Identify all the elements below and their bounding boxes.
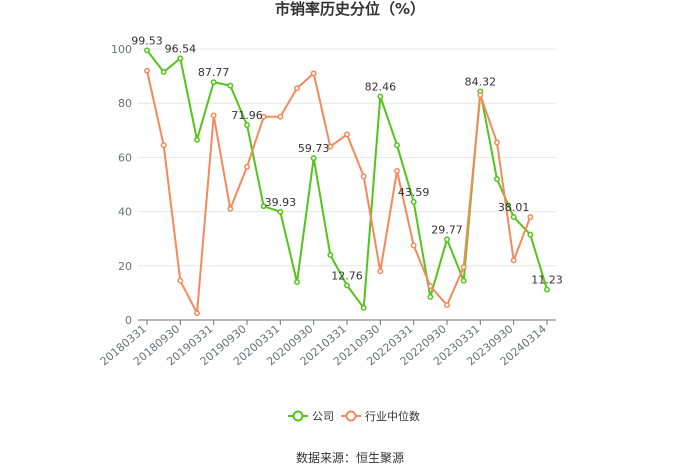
- data-point: [360, 173, 367, 180]
- data-point: [194, 136, 200, 143]
- data-label: 11.23: [531, 274, 563, 287]
- data-point: [227, 82, 234, 89]
- data-label: 43.59: [398, 186, 430, 199]
- data-label: 84.32: [465, 75, 497, 88]
- data-point: [244, 122, 250, 128]
- data-point: [210, 112, 217, 119]
- data-point: [177, 55, 184, 62]
- y-tick-label: 20: [118, 260, 132, 273]
- series-lines: [144, 47, 550, 317]
- axes: 0204060801002018033120180930201903312019…: [98, 43, 556, 368]
- data-point: [527, 214, 534, 220]
- data-point: [310, 70, 317, 77]
- data-label: 87.77: [198, 66, 230, 79]
- data-point: [394, 168, 400, 174]
- data-point: [460, 277, 467, 284]
- data-point: [494, 176, 500, 183]
- legend-label: 公司: [312, 410, 334, 423]
- data-point: [527, 231, 534, 238]
- legend-item-company[interactable]: 公司: [288, 410, 334, 423]
- data-point: [360, 304, 367, 311]
- legend-label: 行业中位数: [365, 409, 420, 423]
- data-point: [277, 113, 284, 120]
- data-point: [260, 203, 267, 210]
- data-point: [510, 214, 517, 220]
- data-point: [344, 282, 350, 289]
- data-label: 71.96: [231, 109, 263, 122]
- data-point: [544, 286, 550, 293]
- data-point: [327, 143, 334, 150]
- data-label: 39.93: [265, 196, 297, 209]
- data-point: [244, 163, 250, 170]
- data-point: [510, 257, 517, 264]
- data-label: 59.73: [298, 142, 330, 155]
- data-point: [444, 236, 450, 243]
- data-point: [327, 252, 334, 258]
- data-point: [277, 208, 284, 215]
- legend-item-industry-median[interactable]: 行业中位数: [341, 409, 420, 423]
- data-label: 99.53: [131, 34, 163, 47]
- data-point: [260, 113, 267, 120]
- data-point: [194, 310, 200, 317]
- source-note: 数据来源：恒生聚源: [296, 450, 404, 465]
- data-point: [394, 142, 400, 149]
- data-point: [410, 198, 417, 205]
- y-tick-label: 100: [111, 43, 132, 56]
- legend-marker-icon: [292, 410, 304, 422]
- data-point: [477, 92, 484, 99]
- data-point: [160, 69, 167, 75]
- data-point: [344, 131, 350, 138]
- data-point: [460, 264, 467, 271]
- data-point: [144, 47, 150, 54]
- data-point: [377, 268, 384, 275]
- data-point: [227, 205, 234, 212]
- data-label: 12.76: [331, 269, 363, 282]
- chart-title: 市销率历史分位（%）: [275, 0, 425, 18]
- y-tick-label: 40: [118, 206, 132, 219]
- data-label: 38.01: [498, 201, 530, 214]
- data-label: 96.54: [165, 42, 197, 55]
- legend-marker-icon: [345, 410, 357, 422]
- y-tick-label: 0: [125, 314, 132, 327]
- data-point: [210, 79, 217, 86]
- y-tick-label: 80: [118, 97, 132, 110]
- data-point: [177, 277, 184, 284]
- data-label: 82.46: [365, 81, 397, 94]
- data-point: [444, 302, 450, 309]
- data-label: 29.77: [431, 223, 463, 236]
- data-point: [294, 279, 300, 286]
- legend[interactable]: 公司 行业中位数: [288, 409, 420, 423]
- data-point: [144, 67, 150, 74]
- data-point: [427, 294, 434, 300]
- data-point: [294, 85, 300, 92]
- data-point: [377, 93, 384, 100]
- data-point: [160, 142, 167, 149]
- series-line: [146, 70, 532, 315]
- y-tick-label: 60: [118, 151, 132, 164]
- data-point: [427, 283, 434, 290]
- data-point: [310, 155, 317, 162]
- data-point: [410, 242, 417, 249]
- data-point: [494, 139, 500, 146]
